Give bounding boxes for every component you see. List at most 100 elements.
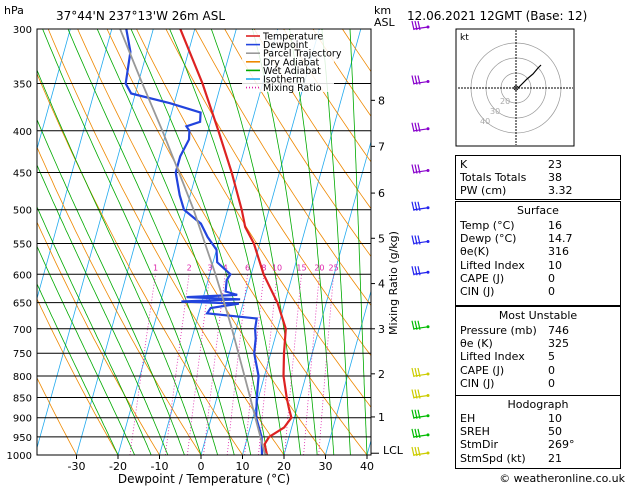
hodograph-table-row: StmDir 269°	[460, 438, 616, 451]
hodograph-center	[513, 85, 519, 91]
x-tick-label: 0	[198, 460, 205, 473]
mixing-ratio-line	[258, 274, 278, 455]
hpa-unit-label: hPa	[4, 4, 24, 17]
wind-barb	[411, 122, 430, 132]
wind-barb-tip	[426, 206, 430, 210]
hodograph-table-title: Hodograph	[507, 398, 569, 411]
wind-barb-flag	[411, 409, 415, 419]
x-axis-title: Dewpoint / Temperature (°C)	[118, 472, 290, 486]
pressure-tick-label: 700	[13, 325, 32, 336]
lcl-label: LCL	[383, 444, 404, 457]
hodograph-table-box: Hodograph EH 10 SREH 50 StmDir 269° StmSpd (kt…	[455, 395, 621, 469]
most-unstable-row: CIN (J) 0	[460, 377, 616, 390]
wind-barb-tip	[426, 270, 430, 274]
dry-adiabat-line	[283, 29, 371, 163]
wind-barb-flag	[411, 20, 415, 31]
mixing-ratio-line	[284, 274, 302, 455]
legend-label: Isotherm	[263, 75, 305, 86]
wind-barb	[411, 75, 430, 85]
isotherm-line	[159, 29, 279, 455]
wind-barb	[411, 266, 430, 276]
hodograph-table-value: 21	[548, 451, 562, 465]
most-unstable-value: 0	[548, 376, 555, 390]
surface-row: CIN (J) 0	[460, 285, 616, 298]
wind-barb-tip	[426, 127, 430, 131]
datetime-label: 12.06.2021 12GMT (Base: 12)	[407, 9, 587, 23]
pressure-tick-label: 650	[13, 299, 32, 310]
wind-barb	[411, 20, 430, 31]
pressure-tick-label: 950	[13, 433, 32, 444]
hodograph-table-value: 10	[548, 412, 562, 425]
surface-value: 16	[548, 219, 562, 232]
hodograph-table-value: 50	[548, 425, 562, 439]
wind-barb-flag	[414, 320, 418, 330]
surface-value: 10	[548, 258, 562, 272]
wind-barb	[411, 320, 430, 330]
isotherm-line	[200, 29, 320, 455]
x-tick-label: -10	[151, 460, 169, 473]
wind-barb-flag	[411, 201, 415, 211]
wind-barb-flag	[417, 320, 421, 330]
wind-barb-flag	[411, 389, 415, 399]
pressure-tick-label: 800	[13, 372, 32, 383]
mixing-ratio-label: 15	[296, 263, 306, 272]
hodograph-table-row: StmSpd (kt) 21	[460, 452, 616, 465]
x-tick-label: 10	[236, 460, 250, 473]
mixing-ratio-label: 8	[261, 263, 266, 272]
pressure-tick-label: 400	[13, 127, 32, 138]
pressure-tick-label: 450	[13, 168, 32, 179]
surface-label: Lifted Index	[460, 258, 525, 272]
height-tick-label: 2	[378, 368, 385, 381]
most-unstable-row: θe (K) 325	[460, 337, 616, 350]
series-dewpoint-line	[124, 29, 264, 455]
mixing-ratio-label: 25	[329, 263, 339, 272]
surface-row: Lifted Index 10	[460, 259, 616, 272]
surface-label: Temp (°C)	[460, 219, 515, 232]
wind-barb-flag	[414, 75, 418, 85]
index-row: K 23	[460, 158, 616, 171]
x-tick-label: -30	[68, 460, 86, 473]
hodograph-ring-label: 30	[490, 107, 500, 116]
pressure-tick-label: 1000	[7, 451, 32, 462]
x-tick-label: 20	[277, 460, 291, 473]
surface-box: Surface Temp (°C) 16 Dewp (°C) 14.7 θe(K) 316…	[455, 201, 621, 306]
surface-label: θe(K)	[460, 245, 490, 259]
index-value: 38	[548, 171, 562, 185]
wind-barb-flag	[417, 201, 421, 211]
hodograph-unit-label: kt	[460, 33, 469, 43]
wind-barb	[411, 428, 430, 438]
mixing-ratio-line	[165, 274, 190, 455]
mixing-ratio-label: 10	[272, 263, 282, 272]
pressure-tick-label: 750	[13, 349, 32, 360]
mixing-ratio-label: 1	[153, 263, 158, 272]
wind-barb-flag	[411, 75, 415, 85]
skewt-axes: 3003504004505005506006507007508008509009…	[7, 25, 404, 473]
wind-barb-flag	[414, 235, 418, 245]
hodograph-table-label: StmDir	[460, 438, 499, 452]
series-parcel-trajectory-line	[119, 29, 268, 455]
surface-row: θe(K) 316	[460, 245, 616, 258]
wind-barb-tip	[426, 168, 430, 172]
surface-label: CIN (J)	[460, 285, 495, 298]
wind-barb-flag	[414, 428, 418, 438]
surface-title: Surface	[517, 204, 559, 217]
wind-barb-flag	[411, 367, 415, 378]
surface-label: CAPE (J)	[460, 271, 505, 285]
hodograph-table-label: EH	[460, 412, 476, 425]
index-row: Totals Totals 38	[460, 171, 616, 184]
asl-unit-label: ASL	[374, 16, 396, 29]
surface-label: Dewp (°C)	[460, 232, 517, 246]
wind-barb-flag	[411, 428, 415, 438]
series-temperature-line	[179, 29, 293, 455]
copyright-label: © weatheronline.co.uk	[499, 472, 625, 485]
pressure-tick-label: 300	[13, 25, 32, 36]
isotherm-line	[283, 140, 371, 455]
index-value: 3.32	[548, 184, 573, 198]
index-label: Totals Totals	[460, 171, 527, 185]
index-label: K	[460, 158, 468, 171]
legend-label: Dry Adiabat	[263, 57, 320, 68]
wind-barb-tip	[426, 414, 430, 418]
wind-barb-flag	[414, 122, 418, 132]
wind-barb-flag	[414, 446, 418, 457]
